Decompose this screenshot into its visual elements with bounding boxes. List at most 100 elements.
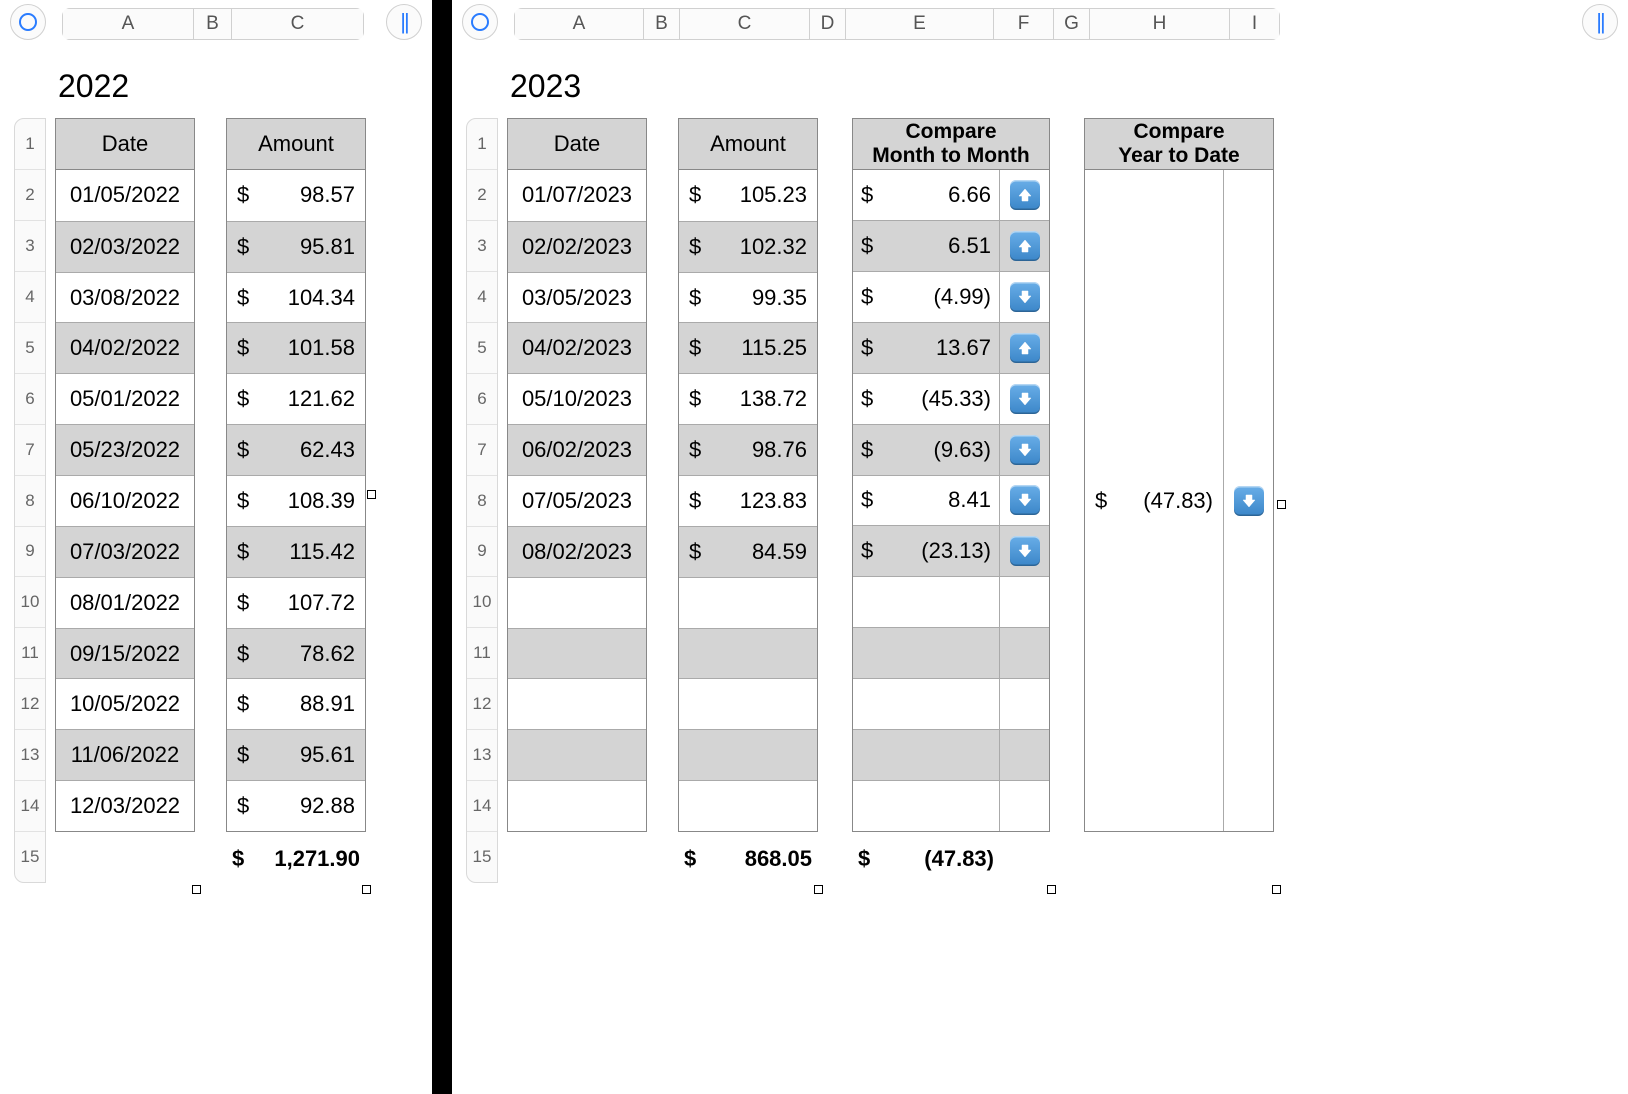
amount-cell[interactable]: $84.59 [679,526,817,577]
amount-cell[interactable]: $92.88 [227,780,365,831]
amount-cell[interactable]: $121.62 [227,373,365,424]
compare-value-cell[interactable] [853,577,999,627]
amount-cell[interactable]: $62.43 [227,424,365,475]
amount-cell[interactable] [679,628,817,679]
row-number[interactable]: 11 [15,627,45,678]
date-cell[interactable]: 06/02/2023 [508,424,646,475]
column-header-f[interactable]: F [994,8,1054,40]
compare-value-cell[interactable] [853,781,999,831]
column-header-a[interactable]: A [514,8,644,40]
row-number-gutter[interactable]: 123456789101112131415 [466,118,498,883]
row-number[interactable]: 10 [467,576,497,627]
date-header-cell[interactable]: Date [508,119,646,170]
compare-value-cell[interactable]: $13.67 [853,323,999,373]
compare-value-cell[interactable] [853,730,999,780]
row-number[interactable]: 15 [15,831,45,882]
compare-row[interactable] [853,627,1049,678]
compare-row[interactable]: $(9.63) [853,424,1049,475]
date-cell[interactable]: 11/06/2022 [56,729,194,780]
row-number[interactable]: 12 [467,678,497,729]
row-number[interactable]: 3 [15,220,45,271]
date-cell[interactable]: 05/01/2022 [56,373,194,424]
row-number[interactable]: 2 [467,169,497,220]
column-header-i[interactable]: I [1230,8,1280,40]
compare-value-cell[interactable]: $(4.99) [853,272,999,322]
date-cell[interactable]: 12/03/2022 [56,780,194,831]
compare-row[interactable] [853,729,1049,780]
row-number[interactable]: 13 [467,729,497,780]
selection-handle[interactable] [367,490,376,499]
amount-cell[interactable]: $105.23 [679,170,817,221]
date-cell[interactable]: 05/23/2022 [56,424,194,475]
row-number[interactable]: 13 [15,729,45,780]
amount-cell[interactable] [679,577,817,628]
row-number[interactable]: 14 [15,780,45,831]
selection-handle[interactable] [814,885,823,894]
compare-trend-cell[interactable] [999,476,1049,526]
compare-trend-cell[interactable] [999,679,1049,729]
date-cell[interactable]: 03/08/2022 [56,272,194,323]
amount-cell[interactable]: $95.61 [227,729,365,780]
compare-row[interactable]: $(23.13) [853,525,1049,576]
row-number[interactable]: 8 [467,475,497,526]
column-letter-bar[interactable]: ABCDEFGHI [514,8,1280,40]
compare-trend-cell[interactable] [999,781,1049,831]
compare-row[interactable] [853,576,1049,627]
column-header-b[interactable]: B [194,8,232,40]
date-cell[interactable]: 02/03/2022 [56,221,194,272]
row-number[interactable]: 1 [15,119,45,169]
date-cell[interactable]: 01/05/2022 [56,170,194,221]
selection-handle[interactable] [1277,500,1286,509]
date-cell[interactable] [508,678,646,729]
row-number[interactable]: 11 [467,627,497,678]
table-menu-circle[interactable] [462,4,498,40]
compare-value-cell[interactable] [853,628,999,678]
selection-handle[interactable] [362,885,371,894]
date-cell[interactable]: 06/10/2022 [56,475,194,526]
row-number[interactable]: 10 [15,576,45,627]
date-cell[interactable]: 10/05/2022 [56,678,194,729]
row-number[interactable]: 12 [15,678,45,729]
amount-cell[interactable] [679,678,817,729]
ytd-value-cell[interactable]: $(47.83) [1085,170,1223,831]
compare-value-cell[interactable]: $6.51 [853,221,999,271]
compare-row[interactable] [853,678,1049,729]
compare-trend-cell[interactable] [999,170,1049,220]
date-cell[interactable] [508,780,646,831]
date-header-cell[interactable]: Date [56,119,194,170]
row-number[interactable]: 6 [467,373,497,424]
row-number[interactable]: 9 [467,526,497,577]
compare-row[interactable]: $8.41 [853,475,1049,526]
row-number[interactable]: 4 [15,271,45,322]
ytd-trend-cell[interactable] [1223,170,1273,831]
amount-cell[interactable] [679,729,817,780]
row-number[interactable]: 9 [15,526,45,577]
row-number[interactable]: 15 [467,831,497,882]
compare-row[interactable]: $(4.99) [853,271,1049,322]
row-number[interactable]: 5 [467,322,497,373]
compare-trend-cell[interactable] [999,526,1049,576]
column-header-d[interactable]: D [810,8,846,40]
compare-row[interactable]: $6.66 [853,170,1049,220]
amount-cell[interactable]: $115.42 [227,526,365,577]
date-cell[interactable]: 05/10/2023 [508,373,646,424]
amount-header-cell[interactable]: Amount [227,119,365,170]
row-number[interactable]: 5 [15,322,45,373]
date-cell[interactable]: 07/03/2022 [56,526,194,577]
date-cell[interactable]: 04/02/2023 [508,322,646,373]
compare-ytd-header[interactable]: CompareYear to Date [1085,119,1273,170]
date-cell[interactable]: 08/01/2022 [56,577,194,628]
selection-handle[interactable] [1047,885,1056,894]
date-cell[interactable] [508,577,646,628]
amount-cell[interactable]: $115.25 [679,322,817,373]
compare-value-cell[interactable]: $6.66 [853,170,999,220]
amount-cell[interactable]: $107.72 [227,577,365,628]
date-cell[interactable]: 07/05/2023 [508,475,646,526]
amount-cell[interactable]: $98.76 [679,424,817,475]
selection-handle[interactable] [192,885,201,894]
amount-cell[interactable]: $102.32 [679,221,817,272]
amount-cell[interactable]: $99.35 [679,272,817,323]
row-number[interactable]: 1 [467,119,497,169]
compare-month-header[interactable]: CompareMonth to Month [853,119,1049,170]
compare-value-cell[interactable]: $(45.33) [853,374,999,424]
